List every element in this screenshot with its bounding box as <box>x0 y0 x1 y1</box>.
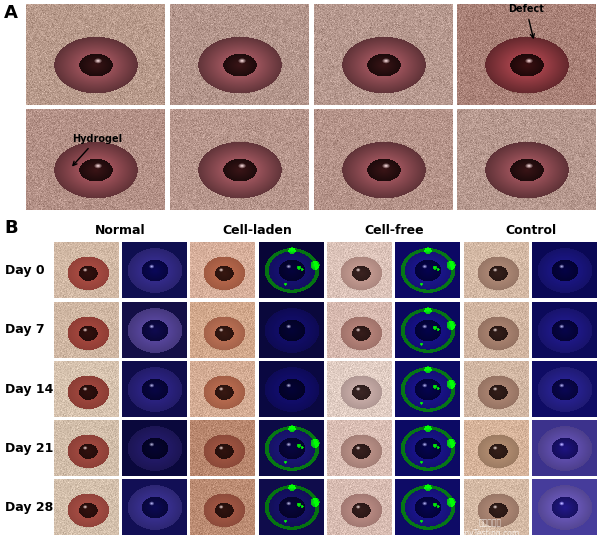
Text: Cell-laden: Cell-laden <box>222 224 292 237</box>
Text: Day 21: Day 21 <box>5 441 53 455</box>
Text: Day 7: Day 7 <box>5 323 44 336</box>
Text: Control: Control <box>505 224 556 237</box>
Text: Defect: Defect <box>508 4 545 38</box>
Text: Day 14: Day 14 <box>5 383 53 396</box>
Text: B: B <box>4 219 17 237</box>
Text: Hydrogel: Hydrogel <box>72 134 122 165</box>
Text: Day 28: Day 28 <box>5 501 53 514</box>
Text: Normal: Normal <box>95 224 145 237</box>
Text: 嘉峪检测网
AnyTesting.com: 嘉峪检测网 AnyTesting.com <box>460 519 520 538</box>
Text: Day 0: Day 0 <box>5 264 44 277</box>
Text: Cell-free: Cell-free <box>364 224 424 237</box>
Text: A: A <box>4 4 18 22</box>
